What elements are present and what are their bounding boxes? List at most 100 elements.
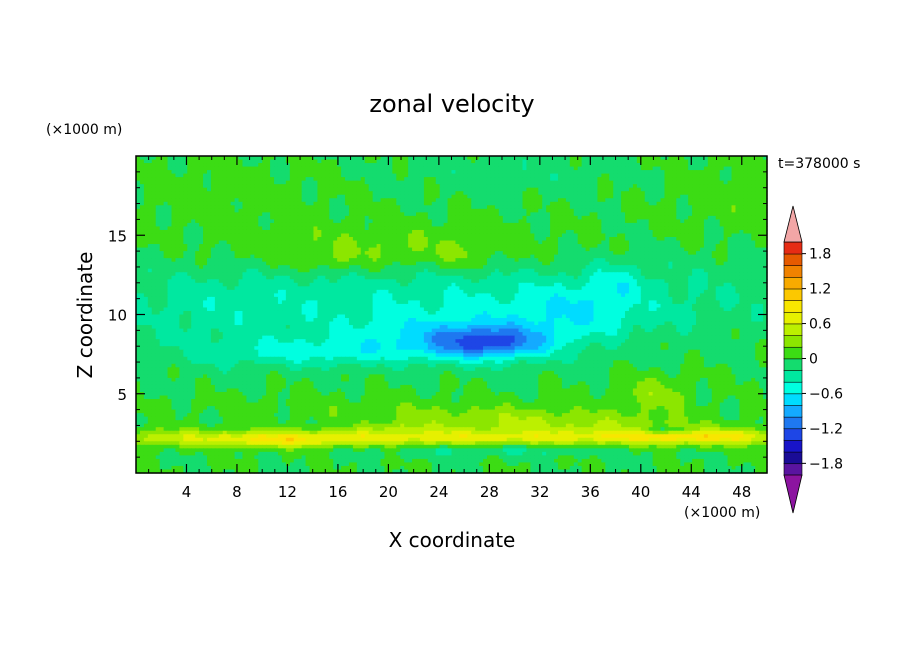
- contour-cell: [270, 202, 275, 206]
- contour-cell: [317, 258, 322, 262]
- contour-cell: [704, 251, 709, 255]
- contour-cell: [696, 202, 701, 206]
- contour-cell: [609, 188, 614, 192]
- contour-cell: [751, 198, 756, 202]
- contour-cell: [361, 188, 366, 192]
- contour-cell: [747, 219, 752, 223]
- contour-cell: [570, 184, 575, 188]
- contour-cell: [459, 209, 464, 213]
- contour-cell: [743, 191, 748, 195]
- contour-cell: [258, 244, 263, 248]
- contour-cell: [463, 163, 468, 167]
- contour-cell: [617, 262, 622, 266]
- contour-cell: [692, 188, 697, 192]
- contour-cell: [712, 188, 717, 192]
- contour-cell: [479, 195, 484, 199]
- contour-cell: [321, 241, 326, 245]
- contour-cell: [250, 198, 255, 202]
- contour-cell: [732, 170, 737, 174]
- contour-cell: [183, 262, 188, 266]
- contour-cell: [653, 202, 658, 206]
- contour-cell: [515, 181, 520, 185]
- contour-cell: [617, 160, 622, 164]
- contour-cell: [148, 233, 153, 237]
- contour-cell: [179, 202, 184, 206]
- contour-cell: [345, 223, 350, 227]
- contour-cell: [302, 191, 307, 195]
- contour-cell: [337, 177, 342, 181]
- contour-cell: [688, 181, 693, 185]
- contour-cell: [436, 244, 441, 248]
- contour-cell: [511, 181, 516, 185]
- contour-cell: [436, 248, 441, 252]
- contour-cell: [388, 262, 393, 266]
- contour-cell: [538, 181, 543, 185]
- contour-cell: [657, 170, 662, 174]
- contour-cell: [282, 163, 287, 167]
- contour-cell: [152, 202, 157, 206]
- contour-cell: [637, 177, 642, 181]
- contour-cell: [191, 241, 196, 245]
- contour-cell: [317, 188, 322, 192]
- contour-cell: [329, 226, 334, 230]
- contour-cell: [597, 226, 602, 230]
- contour-cell: [743, 163, 748, 167]
- contour-cell: [171, 226, 176, 230]
- contour-cell: [649, 212, 654, 216]
- contour-cell: [664, 163, 669, 167]
- contour-cell: [499, 160, 504, 164]
- contour-cell: [724, 198, 729, 202]
- contour-cell: [503, 184, 508, 188]
- contour-cell: [306, 209, 311, 213]
- contour-cell: [530, 160, 535, 164]
- contour-cell: [578, 209, 583, 213]
- contour-cell: [637, 262, 642, 266]
- contour-cell: [290, 248, 295, 252]
- contour-cell: [609, 233, 614, 237]
- contour-cell: [452, 167, 457, 171]
- contour-cell: [566, 212, 571, 216]
- contour-cell: [215, 248, 220, 252]
- contour-cell: [219, 170, 224, 174]
- contour-cell: [657, 262, 662, 266]
- contour-cell: [479, 198, 484, 202]
- contour-cell: [574, 262, 579, 266]
- contour-cell: [550, 170, 555, 174]
- contour-cell: [617, 244, 622, 248]
- contour-cell: [680, 251, 685, 255]
- contour-cell: [597, 216, 602, 220]
- contour-cell: [313, 258, 318, 262]
- contour-cell: [724, 237, 729, 241]
- contour-cell: [700, 209, 705, 213]
- contour-cell: [471, 248, 476, 252]
- contour-cell: [191, 160, 196, 164]
- contour-cell: [160, 230, 165, 234]
- contour-cell: [242, 174, 247, 178]
- contour-cell: [471, 188, 476, 192]
- contour-cell: [329, 262, 334, 266]
- contour-cell: [499, 170, 504, 174]
- contour-cell: [499, 251, 504, 255]
- contour-cell: [554, 202, 559, 206]
- contour-cell: [479, 262, 484, 266]
- contour-cell: [688, 188, 693, 192]
- contour-cell: [483, 205, 488, 209]
- contour-cell: [235, 216, 240, 220]
- contour-cell: [739, 244, 744, 248]
- contour-cell: [625, 191, 630, 195]
- contour-cell: [428, 174, 433, 178]
- contour-cell: [732, 251, 737, 255]
- contour-cell: [728, 226, 733, 230]
- contour-cell: [432, 230, 437, 234]
- contour-cell: [593, 170, 598, 174]
- contour-cell: [550, 198, 555, 202]
- contour-cell: [444, 198, 449, 202]
- contour-cell: [231, 181, 236, 185]
- contour-cell: [321, 262, 326, 266]
- contour-cell: [578, 251, 583, 255]
- contour-cell: [578, 255, 583, 259]
- contour-cell: [282, 237, 287, 241]
- contour-cell: [554, 195, 559, 199]
- contour-cell: [566, 241, 571, 245]
- contour-cell: [294, 216, 299, 220]
